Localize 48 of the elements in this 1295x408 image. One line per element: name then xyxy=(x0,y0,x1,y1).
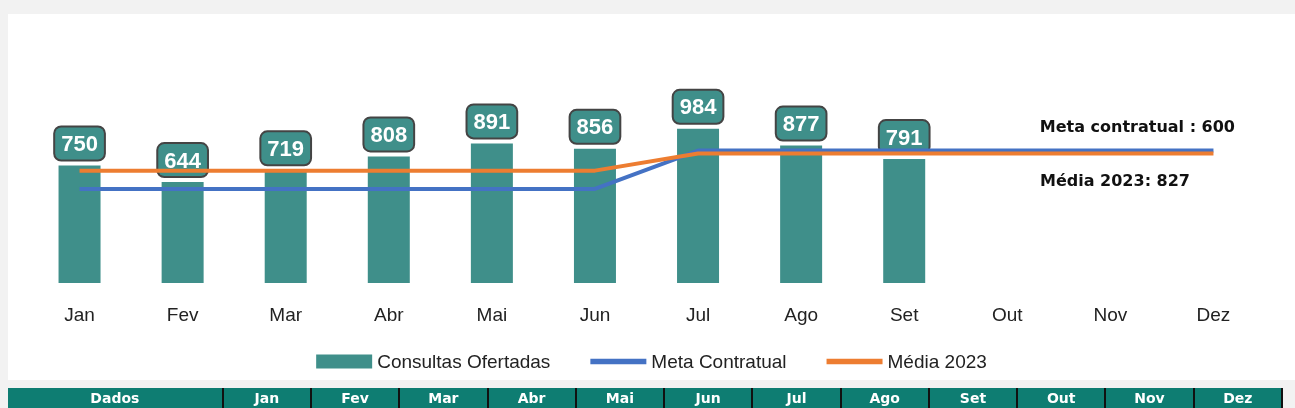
bar xyxy=(883,159,926,283)
annotation: Meta contratual : 600 xyxy=(1039,116,1235,136)
bar xyxy=(367,156,410,283)
text: Jun xyxy=(665,388,754,408)
text: Out xyxy=(1018,388,1107,408)
bar xyxy=(573,148,616,283)
x-tick-label: Abr xyxy=(374,304,405,325)
x-tick-label: Nov xyxy=(1093,304,1128,325)
text: Abr xyxy=(488,388,577,408)
bar xyxy=(58,165,101,283)
data-label: 644 xyxy=(164,147,202,173)
legend-label: Média 2023 xyxy=(887,351,987,372)
x-tick-label: Jul xyxy=(685,304,711,325)
text: Mar xyxy=(400,388,489,408)
x-tick-label: Mar xyxy=(269,304,303,325)
x-tick-label: Ago xyxy=(784,304,819,325)
x-tick-label: Jun xyxy=(579,304,611,325)
data-label: 719 xyxy=(267,135,305,161)
text: Dados xyxy=(8,388,224,408)
legend-label: Consultas Ofertadas xyxy=(377,351,551,372)
text: Jan xyxy=(223,388,312,408)
legend-label: Meta Contratual xyxy=(651,351,787,372)
text: Mai xyxy=(576,388,666,408)
x-tick-label: Dez xyxy=(1196,304,1231,325)
bar xyxy=(780,145,823,283)
text: Dez xyxy=(1194,388,1283,408)
data-label: 750 xyxy=(61,130,98,156)
annotation: Média 2023: 827 xyxy=(1040,170,1191,190)
x-tick-label: Out xyxy=(991,304,1024,325)
bar xyxy=(161,182,204,283)
x-tick-label: Set xyxy=(889,304,920,325)
bar xyxy=(264,170,307,283)
data-label: 856 xyxy=(576,114,614,140)
text: Nov xyxy=(1106,388,1195,408)
data-label: 984 xyxy=(679,94,718,120)
data-label: 891 xyxy=(473,108,511,134)
data-label: 791 xyxy=(885,124,923,150)
data-label: 808 xyxy=(370,121,408,147)
x-tick-label: Mai xyxy=(476,304,508,325)
text: Jul xyxy=(753,388,842,408)
text: Ago xyxy=(841,388,930,408)
text: Set xyxy=(929,388,1019,408)
x-tick-label: Jan xyxy=(64,304,95,325)
bar xyxy=(470,143,513,283)
text: Fev xyxy=(311,388,401,408)
x-tick-label: Fev xyxy=(166,304,199,325)
bar xyxy=(677,128,720,283)
data-label: 877 xyxy=(782,111,820,137)
